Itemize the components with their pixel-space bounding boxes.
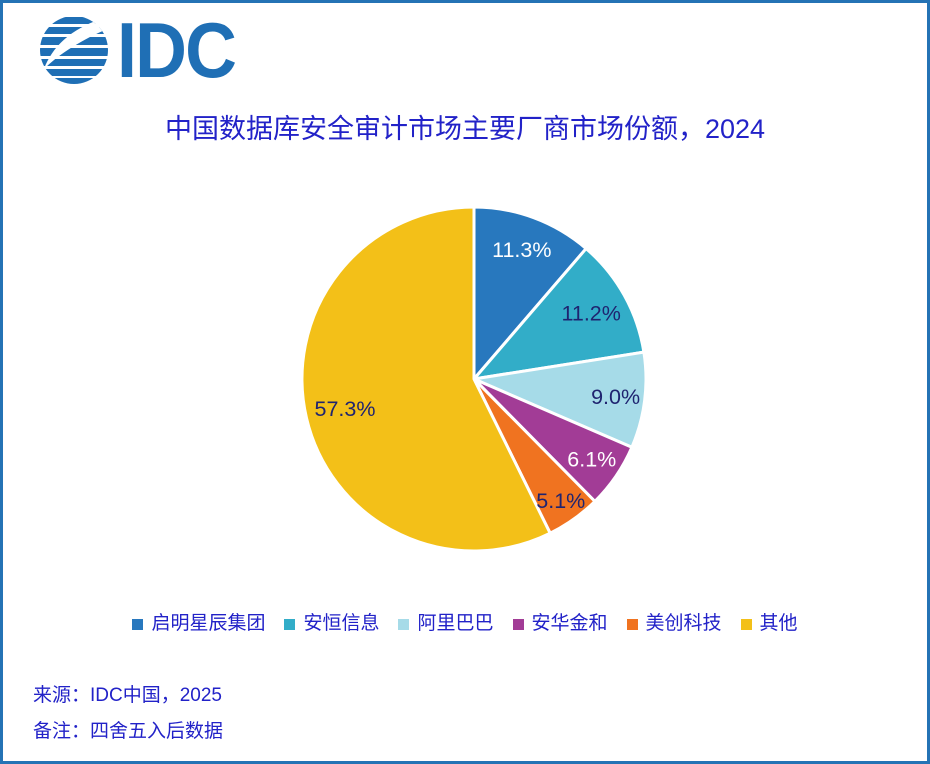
pie-slice-6 (300, 205, 552, 553)
pie-slice-1 (472, 205, 588, 381)
legend-item-6: 其他 (740, 612, 798, 636)
legend-label: 阿里巴巴 (417, 613, 494, 634)
idc-logo: IDC (39, 6, 245, 94)
pie-slice-value-label-2: 11.2% (562, 302, 621, 326)
idc-globe-icon (40, 17, 108, 84)
idc-logo-text: IDC (117, 6, 237, 94)
pie-slice-value-label-3: 9.0% (591, 385, 640, 409)
pie-slice-2 (472, 247, 646, 381)
pie-slice-value-label-5: 5.1% (536, 489, 585, 513)
legend-marker-icon (740, 618, 752, 630)
legend-label: 安恒信息 (303, 613, 380, 634)
pie-slice-value-label-4: 6.1% (567, 448, 616, 472)
legend-label: 其他 (759, 613, 798, 634)
legend-marker-icon (626, 618, 638, 630)
pie-slice-3 (472, 350, 648, 449)
legend-marker-icon (512, 618, 524, 630)
legend-label: 美创科技 (645, 613, 722, 634)
legend-item-2: 安恒信息 (284, 612, 379, 636)
pie-slice-value-label-6: 57.3% (315, 397, 376, 421)
legend-item-4: 安华金和 (512, 612, 608, 636)
legend-item-5: 美创科技 (626, 612, 722, 636)
rounding-note: 备注：四舍五入后数据 (33, 721, 224, 742)
pie-chart: 11.3% 11.2% 9.0% 6.1% 5.1% 57.3% (294, 199, 654, 559)
legend-item-1: 启明星辰集团 (132, 612, 265, 636)
legend-item-3: 阿里巴巴 (398, 612, 494, 636)
legend-marker-icon (398, 618, 410, 630)
source-note: 来源：IDC中国，2025 (33, 685, 222, 706)
legend-marker-icon (284, 618, 296, 630)
chart-title: 中国数据库安全审计市场主要厂商市场份额，2024 (164, 114, 766, 144)
legend: 启明星辰集团 安恒信息 阿里巴巴 安华金和 美创科技 其他 (3, 612, 927, 636)
legend-label: 启明星辰集团 (151, 613, 266, 634)
pie-chart-svg: 11.3% 11.2% 9.0% 6.1% 5.1% 57.3% (300, 205, 648, 553)
legend-marker-icon (132, 618, 144, 630)
pie-slice-value-label-1: 11.3% (492, 238, 551, 262)
legend-label: 安华金和 (531, 613, 608, 634)
